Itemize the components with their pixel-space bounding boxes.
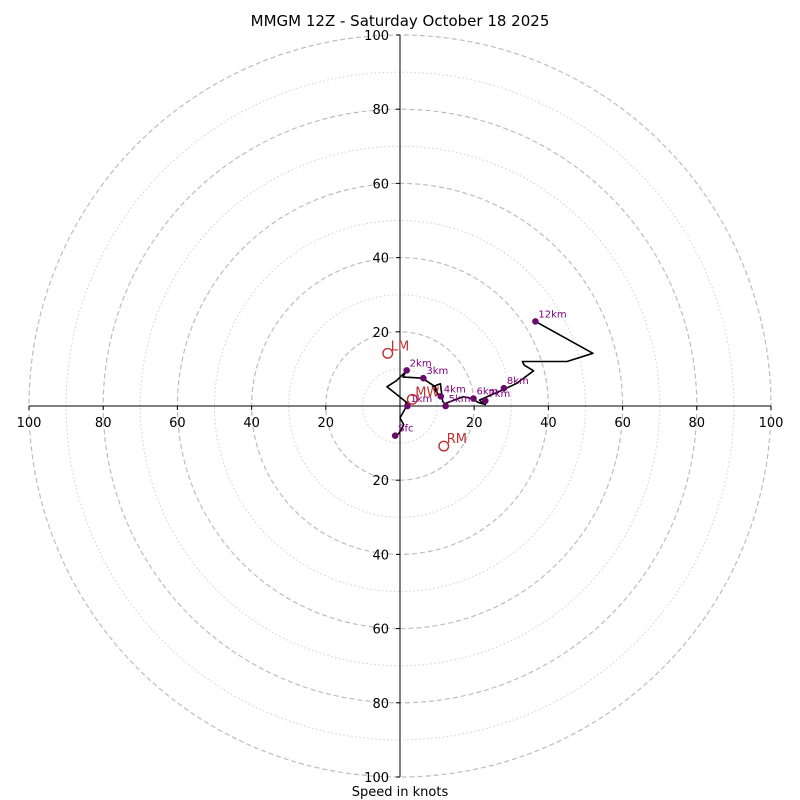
storm-motion-lm-label: LM bbox=[391, 339, 409, 354]
height-point-1km bbox=[404, 402, 411, 410]
storm-motion-rm-label: RM bbox=[447, 432, 467, 447]
height-label-6km: 6km bbox=[476, 387, 498, 398]
tick-labels: 100 80 60 40 20 20 40 60 80 100 100 80 60 40 20 20 40 60 8… bbox=[17, 29, 784, 786]
y-tick-label: 100 bbox=[364, 29, 389, 44]
y-tick-label: 20 bbox=[372, 326, 389, 341]
y-tick-label: 60 bbox=[372, 623, 389, 638]
axes bbox=[28, 34, 772, 778]
height-label-8km: 8km bbox=[507, 376, 529, 387]
y-tick-label: 40 bbox=[372, 548, 389, 563]
chart-title: MMGM 12Z - Saturday October 18 2025 bbox=[251, 12, 550, 30]
height-label-2km: 2km bbox=[410, 358, 432, 369]
y-tick-label: 80 bbox=[372, 103, 389, 118]
height-point-4km bbox=[437, 393, 445, 400]
x-tick-label: 40 bbox=[243, 416, 260, 431]
x-tick-label: 100 bbox=[17, 416, 42, 431]
x-axis-label: Speed in knots bbox=[352, 785, 449, 800]
height-point-3km bbox=[420, 374, 427, 382]
height-point-5km bbox=[442, 402, 449, 410]
x-tick-label: 80 bbox=[95, 416, 112, 431]
height-label-4km: 4km bbox=[444, 384, 466, 395]
height-point-6km bbox=[470, 395, 477, 402]
x-tick-label: 20 bbox=[466, 416, 483, 431]
height-point-sfc bbox=[391, 432, 399, 439]
y-tick-label: 40 bbox=[372, 252, 389, 267]
height-label-12km: 12km bbox=[538, 309, 566, 320]
x-tick-label: 60 bbox=[614, 416, 631, 431]
storm-motion-mw-label: MW bbox=[415, 385, 439, 400]
storm-motion-lm-marker bbox=[382, 347, 394, 359]
y-tick-label: 100 bbox=[364, 771, 389, 786]
height-label-3km: 3km bbox=[426, 366, 448, 377]
x-tick-label: 60 bbox=[169, 416, 186, 431]
storm-motion-rm-marker bbox=[438, 440, 450, 452]
height-label-1km: 1km bbox=[410, 394, 432, 405]
storm-motions: LM RM MW bbox=[382, 339, 467, 452]
height-label-5km: 5km bbox=[449, 394, 471, 405]
hodograph-trace bbox=[386, 320, 594, 437]
height-point-8km bbox=[500, 384, 508, 392]
height-label-sfc: Sfc bbox=[398, 424, 413, 435]
height-point-7km bbox=[482, 397, 489, 405]
height-point-2km bbox=[403, 367, 410, 374]
y-tick-label: 60 bbox=[372, 177, 389, 192]
hodograph-trace-group bbox=[386, 320, 594, 437]
x-tick-label: 40 bbox=[540, 416, 557, 431]
x-tick-label: 80 bbox=[689, 416, 706, 431]
x-tick-label: 100 bbox=[759, 416, 784, 431]
height-label-7km: 7km bbox=[488, 389, 510, 400]
height-point-12km bbox=[532, 318, 539, 325]
storm-motion-mw-marker bbox=[406, 393, 418, 405]
y-tick-label: 20 bbox=[372, 474, 389, 489]
x-tick-label: 20 bbox=[318, 416, 335, 431]
y-tick-label: 80 bbox=[372, 697, 389, 712]
